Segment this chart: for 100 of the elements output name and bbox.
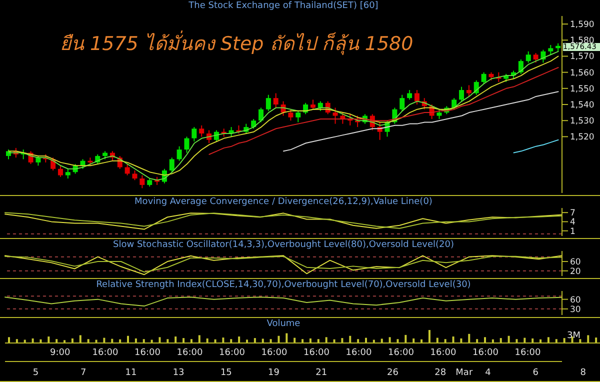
text: 16:00 — [430, 348, 456, 358]
y-tick-label: 1 — [570, 226, 576, 237]
bar — [380, 338, 383, 343]
candlestick — [36, 155, 41, 166]
bar — [587, 335, 590, 343]
bar — [79, 335, 82, 343]
bar — [579, 339, 582, 343]
candlestick — [266, 94, 271, 112]
y-tick-label: 1,540 — [570, 100, 594, 111]
candlestick — [273, 92, 278, 108]
bar — [404, 334, 407, 343]
y-tick-label: 1,520 — [570, 132, 594, 143]
x-tick-label: 6 — [532, 368, 539, 378]
chart-title: Slow Stochastic Oscillator(14,3,3),Overbought Level(80),Oversold Level(20) — [112, 240, 455, 250]
text: 16:00 — [304, 348, 330, 358]
chart-title: Relative Strength Index(CLOSE,14,30,70),Overbought Level(70),Oversold Level(30) — [95, 280, 472, 290]
text: 16:00 — [514, 348, 541, 358]
bar — [158, 337, 161, 343]
candlestick — [65, 168, 70, 180]
text: 16:00 — [219, 348, 245, 358]
y-tick-label: 1,530 — [570, 116, 594, 127]
x-tick-label: 5 — [32, 368, 39, 378]
bar — [230, 339, 232, 343]
bar — [357, 339, 360, 343]
bar — [198, 335, 200, 343]
x-tick-label: 21 — [316, 368, 328, 378]
bar — [396, 339, 399, 343]
bar — [56, 339, 58, 343]
candlestick — [481, 72, 486, 84]
bar — [452, 336, 454, 343]
bar — [190, 339, 192, 343]
bar — [476, 339, 478, 343]
line-series — [208, 66, 559, 155]
y-tick-label: 30 — [570, 304, 581, 315]
bar — [317, 339, 320, 343]
candlestick — [258, 107, 264, 123]
y-tick-label: 1,560 — [570, 68, 594, 78]
candlestick — [58, 165, 63, 178]
x-tick-label: 13 — [172, 368, 184, 378]
chart-title: Volume — [266, 319, 302, 329]
y-tick-label: 1,550 — [570, 84, 594, 94]
text: 16:00 — [472, 348, 498, 358]
bar — [388, 337, 391, 343]
y-tick-label: 60 — [570, 258, 581, 268]
candlestick — [310, 99, 316, 110]
candlestick — [169, 157, 174, 173]
bar — [595, 338, 598, 343]
y-tick-label: 1,590 — [570, 20, 594, 30]
bar — [254, 338, 256, 343]
candlestick — [466, 84, 472, 97]
bar — [341, 338, 344, 343]
bar — [174, 336, 177, 343]
chart-title: Moving Average Convergence / Divergence(26,12,9),Value Line(0) — [134, 197, 434, 207]
bar — [547, 337, 550, 343]
bar — [508, 336, 510, 343]
bar — [428, 330, 430, 343]
line-series — [4, 296, 562, 307]
x-tick-label: 8 — [580, 368, 586, 378]
bar — [555, 339, 558, 343]
candlestick — [407, 90, 412, 100]
bar — [516, 339, 518, 343]
candlestick — [176, 146, 182, 162]
candlestick — [140, 174, 145, 189]
chart-title: The Stock Exchange of Thailand(SET) [60] — [188, 1, 380, 11]
candlestick — [199, 124, 204, 138]
candlestick — [288, 108, 294, 122]
bar — [563, 338, 566, 343]
bar — [286, 333, 288, 343]
bar — [349, 336, 352, 343]
text: 16:00 — [346, 348, 372, 358]
annotation: ยืน 1575 ได้มั่นคง Step ถัดไป ก็ลุ้น 1580 — [60, 30, 414, 57]
annotation: 3M — [567, 331, 580, 341]
candlestick — [436, 108, 442, 120]
bar — [48, 336, 50, 343]
text: 16:00 — [388, 348, 414, 358]
bar — [484, 337, 486, 343]
bar — [468, 334, 470, 343]
x-tick-label: 7 — [80, 368, 86, 378]
candlestick — [124, 164, 130, 176]
x-tick-label: Mar — [456, 368, 473, 378]
x-tick-label: 19 — [268, 368, 280, 378]
bar — [222, 338, 224, 343]
candlestick — [296, 110, 301, 123]
bar — [262, 338, 264, 343]
bar — [87, 339, 90, 343]
y-tick-label: 7 — [570, 208, 576, 219]
line-series — [513, 139, 559, 154]
candlestick — [251, 118, 256, 130]
bar — [8, 337, 10, 343]
candlestick — [533, 52, 538, 64]
y-tick-label: 4 — [570, 218, 576, 228]
x-tick-label: 28 — [434, 368, 446, 378]
y-tick-label: 1,570 — [570, 52, 594, 62]
bar — [444, 339, 446, 343]
bar — [270, 339, 272, 343]
candlestick — [518, 58, 524, 74]
text: 16:00 — [176, 348, 203, 358]
candlestick — [132, 170, 138, 181]
line-series — [283, 91, 559, 152]
candlestick — [459, 86, 464, 102]
